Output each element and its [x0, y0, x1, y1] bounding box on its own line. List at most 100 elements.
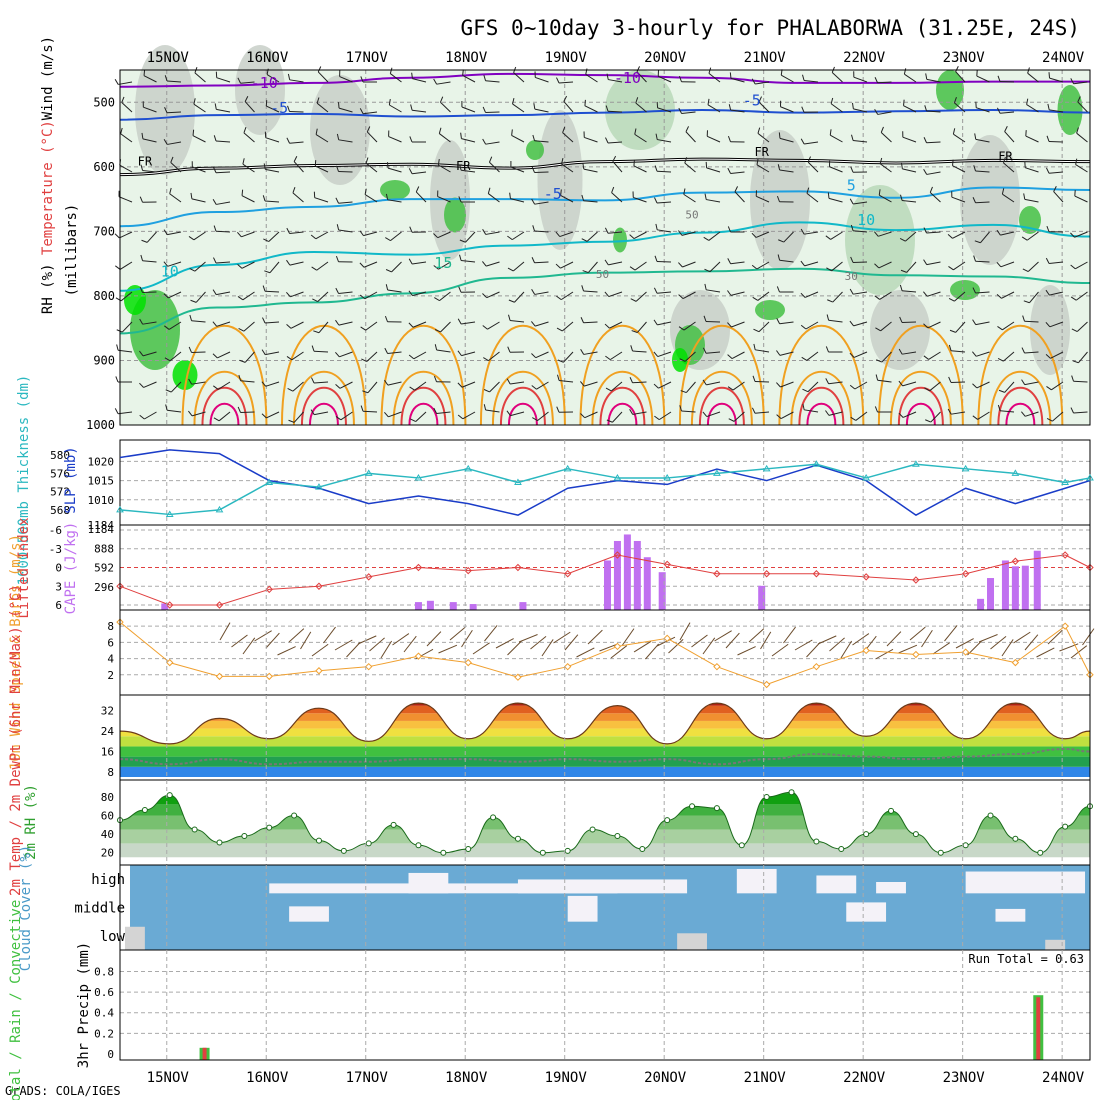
wind-barb — [316, 261, 329, 271]
wind-barb-flag — [556, 327, 563, 332]
rh-point — [589, 826, 596, 833]
surface-wind-barb — [633, 640, 652, 653]
surface-wind-barb — [806, 642, 821, 658]
wind-barb — [216, 77, 231, 83]
surface-wind-barb — [829, 637, 845, 652]
wind-barb — [166, 111, 182, 114]
wind-barb — [461, 138, 476, 143]
wind-barb — [975, 291, 990, 294]
wind-barb-flag — [898, 348, 903, 355]
wind-barb — [955, 321, 966, 333]
wind-barb-flag — [849, 320, 854, 327]
wind-barb-flag — [164, 325, 170, 330]
wind-barb-flag — [561, 158, 564, 165]
wind-barb-flag — [899, 316, 903, 323]
wind-speed-point — [613, 642, 622, 651]
surface-wind-barb — [737, 646, 756, 656]
lifted-index-point — [563, 570, 572, 578]
wind-barb — [462, 74, 476, 83]
cloud-cell — [567, 895, 598, 922]
wind-barb — [1078, 351, 1088, 364]
wind-barb-flag — [1070, 264, 1076, 270]
wind-barb — [1026, 104, 1039, 113]
wind-barb — [853, 291, 868, 295]
wind-barb — [119, 231, 133, 239]
surface-wind-barb — [553, 631, 571, 644]
wind-speed-point — [961, 648, 970, 656]
wind-barb-flag — [678, 75, 682, 82]
wind-barb-flag — [531, 198, 536, 205]
wind-barb — [387, 289, 402, 293]
wind-barb-flag — [409, 386, 415, 391]
wind-barb-flag — [169, 187, 172, 194]
wind-barb-flag — [751, 264, 758, 270]
wind-barb — [461, 169, 476, 173]
wind-barb — [166, 80, 182, 83]
surface-wind-barb — [714, 630, 732, 642]
wind-barb-flag — [678, 262, 683, 268]
wind-barb-flag — [582, 163, 585, 170]
wind-barb — [829, 166, 843, 173]
li-tick-label: 0 — [55, 562, 62, 575]
wind-barb-flag — [262, 285, 266, 292]
wind-barb-flag — [311, 377, 315, 384]
wind-barb-flag — [116, 344, 119, 351]
wind-barb-flag — [1048, 72, 1051, 79]
wind-barb-flag — [437, 158, 440, 166]
wind-barb-flag — [507, 235, 513, 241]
wind-barb-flag — [802, 74, 805, 81]
wind-barb — [1049, 109, 1064, 113]
wind-barb-flag — [434, 297, 440, 302]
wind-barb-flag — [114, 233, 120, 239]
wind-barb — [634, 133, 647, 143]
cape-tick-label: 296 — [94, 581, 114, 594]
wind-barb — [338, 291, 353, 294]
wind-barb-flag — [678, 294, 684, 299]
wind-barb-flag — [751, 232, 757, 238]
temp-tick-label: 8 — [107, 766, 114, 779]
surface-wind-barb — [1047, 629, 1063, 645]
wind-barb — [807, 161, 819, 173]
thickness-line — [119, 463, 1091, 516]
wind-barb — [1024, 198, 1039, 203]
thickness-point — [862, 473, 871, 481]
wind-barb — [415, 191, 427, 203]
warm-cell-contour — [591, 370, 654, 426]
wind-barb-flag — [508, 314, 511, 321]
wind-barb — [364, 194, 378, 203]
precip-convective-bar — [202, 1047, 207, 1060]
thickness-point — [215, 505, 224, 513]
wind-barb-flag — [384, 411, 389, 418]
y-tick-label: 900 — [93, 353, 115, 367]
thickness-point — [116, 505, 124, 513]
surface-wind-barb — [599, 643, 619, 652]
wind-barb — [804, 409, 819, 413]
wind-barb-flag — [439, 96, 444, 103]
wind-barb-flag — [359, 108, 364, 114]
cape-bar — [643, 557, 651, 610]
wind-barb-flag — [996, 229, 1001, 236]
wind-barb — [265, 351, 280, 356]
wind-barb — [412, 109, 427, 113]
wind-barb — [120, 133, 133, 143]
rh-shade-19 — [613, 227, 627, 253]
lifted-index-point — [265, 585, 273, 594]
wind-barb — [828, 197, 843, 203]
wind-barb — [241, 261, 255, 269]
wind-barb-flag — [679, 358, 686, 362]
wind-barb — [511, 231, 525, 241]
wind-speed-point — [862, 646, 870, 655]
wind-barb-flag — [563, 95, 568, 102]
wind-barb-flag — [141, 132, 144, 139]
wind-barb-flag — [115, 265, 121, 270]
wind-barb — [682, 291, 696, 300]
wind-barb — [975, 138, 990, 143]
surface-wind-barb — [1070, 645, 1088, 659]
wind-barb — [142, 170, 157, 173]
surface-wind-barb — [771, 643, 789, 657]
wind-barb — [734, 191, 745, 203]
wind-tick-label: 6 — [107, 636, 114, 649]
wind-barb-flag — [556, 406, 560, 413]
wind-barb-flag — [315, 128, 318, 135]
wind-barb — [243, 321, 255, 332]
